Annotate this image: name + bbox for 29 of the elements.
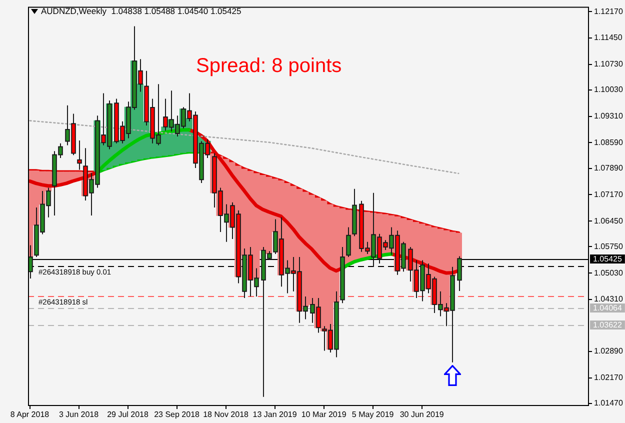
y-tick-label: 1.10730: [594, 60, 624, 69]
y-tick-label: 1.11450: [594, 33, 623, 42]
x-tick-label: 3 Jun 2018: [58, 410, 100, 420]
y-tick-label: 1.08590: [594, 138, 624, 147]
x-tick-label: 30 Jun 2019: [400, 410, 444, 420]
ref-line-label: 1.05425: [593, 254, 622, 264]
y-tick-label: 1.09310: [594, 112, 624, 121]
x-tick-label: 5 May 2019: [352, 410, 394, 420]
annotation: Spread: 8 points: [196, 54, 342, 78]
chart-title: AUDNZD,Weekly 1.04838 1.05488 1.04540 1.05425: [41, 6, 242, 17]
y-tick-label: 1.05750: [594, 242, 624, 251]
y-tick-label: 1.07890: [594, 164, 624, 173]
y-tick-label: 1.02170: [594, 373, 624, 382]
y-tick-label: 1.01470: [594, 398, 624, 408]
x-tick-label: 10 Mar 2019: [301, 410, 347, 420]
y-tick-label: 1.02890: [594, 346, 624, 356]
ref-line-label: 1.04064: [593, 304, 622, 313]
x-tick-label: 18 Nov 2018: [203, 410, 250, 420]
x-tick-label: 8 Apr 2018: [10, 410, 50, 420]
y-tick-label: 1.05030: [594, 268, 624, 278]
y-tick-label: 1.04310: [594, 294, 624, 304]
x-tick-label: 23 Sep 2018: [154, 410, 200, 420]
x-tick-label: 13 Jan 2019: [252, 410, 298, 420]
y-tick-label: 1.10030: [594, 85, 624, 94]
y-tick-label: 1.06450: [594, 216, 624, 226]
y-tick-label: 1.07170: [594, 190, 624, 199]
y-tick-label: 1.12170: [594, 6, 624, 16]
ref-line-label: 1.03622: [593, 320, 622, 330]
x-tick-label: 29 Jul 2018: [107, 410, 150, 420]
